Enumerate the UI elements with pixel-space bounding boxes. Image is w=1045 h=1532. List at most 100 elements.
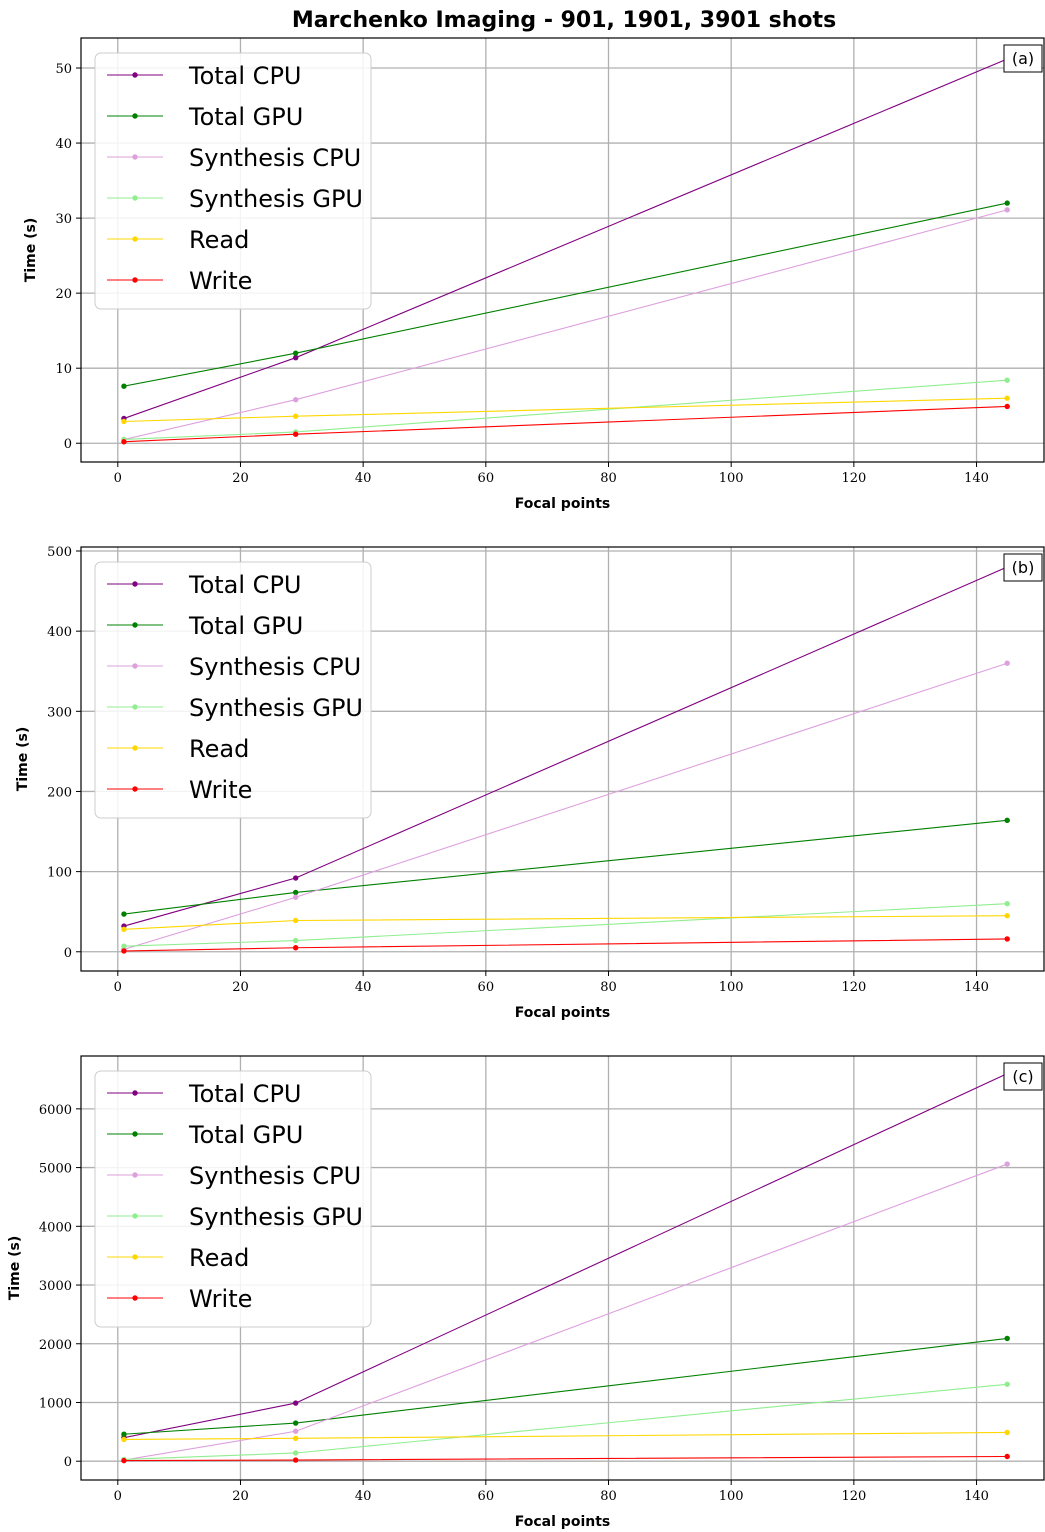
y-tick-label: 400 bbox=[47, 625, 72, 640]
legend-marker bbox=[132, 195, 137, 200]
data-point bbox=[1004, 396, 1009, 401]
x-tick-label: 0 bbox=[114, 980, 122, 995]
x-tick-label: 140 bbox=[964, 471, 989, 486]
x-tick-label: 140 bbox=[964, 980, 989, 995]
legend-marker bbox=[132, 113, 137, 118]
x-axis-label: Focal points bbox=[515, 1514, 610, 1530]
x-tick-label: 120 bbox=[841, 1489, 866, 1504]
data-point bbox=[293, 875, 298, 880]
legend-label: Total GPU bbox=[188, 1121, 303, 1149]
series-line-write bbox=[124, 406, 1007, 441]
data-point bbox=[121, 943, 126, 948]
data-point bbox=[1004, 661, 1009, 666]
data-point bbox=[1004, 1161, 1009, 1166]
legend: Total CPU Total GPU Synthesis CPU Synthesis… bbox=[95, 1071, 371, 1327]
y-axis-label: Time (s) bbox=[7, 1236, 23, 1300]
data-point bbox=[293, 1429, 298, 1434]
x-tick-label: 20 bbox=[232, 980, 249, 995]
legend-label: Synthesis GPU bbox=[189, 694, 363, 722]
series-line-total-gpu bbox=[124, 820, 1007, 914]
y-tick-label: 10 bbox=[55, 362, 72, 377]
x-tick-label: 100 bbox=[719, 1489, 744, 1504]
y-tick-label: 100 bbox=[47, 866, 72, 881]
legend: Total CPU Total GPU Synthesis CPU Synthesis… bbox=[95, 562, 371, 818]
y-axis-label: Time (s) bbox=[23, 218, 39, 282]
series-line-write bbox=[124, 939, 1007, 951]
y-tick-label: 5000 bbox=[39, 1162, 72, 1177]
x-tick-label: 100 bbox=[719, 471, 744, 486]
legend-marker bbox=[132, 277, 137, 282]
data-point bbox=[1004, 1454, 1009, 1459]
x-tick-label: 140 bbox=[964, 1489, 989, 1504]
x-tick-label: 20 bbox=[232, 1489, 249, 1504]
legend-marker bbox=[132, 1172, 137, 1177]
x-tick-label: 40 bbox=[355, 1489, 372, 1504]
x-axis-label: Focal points bbox=[515, 1005, 610, 1021]
y-tick-label: 300 bbox=[47, 705, 72, 720]
panel-tag: (b) bbox=[1012, 558, 1035, 577]
data-point bbox=[293, 1450, 298, 1455]
y-tick-label: 4000 bbox=[39, 1220, 72, 1235]
legend-label: Total CPU bbox=[188, 62, 301, 90]
x-tick-label: 20 bbox=[232, 471, 249, 486]
y-tick-label: 500 bbox=[47, 545, 72, 560]
chart-panel-a: 0 20 40 60 80 100 120 14001020304050Focal point… bbox=[23, 38, 1044, 512]
data-point bbox=[1004, 936, 1009, 941]
data-point bbox=[121, 419, 126, 424]
data-point bbox=[1004, 378, 1009, 383]
data-point bbox=[293, 890, 298, 895]
x-tick-label: 80 bbox=[600, 980, 617, 995]
legend-marker bbox=[132, 704, 137, 709]
y-tick-label: 200 bbox=[47, 785, 72, 800]
data-point bbox=[121, 384, 126, 389]
data-point bbox=[1004, 1382, 1009, 1387]
y-tick-label: 20 bbox=[55, 287, 72, 302]
data-point bbox=[1004, 404, 1009, 409]
x-tick-label: 60 bbox=[478, 1489, 495, 1504]
series-line-read bbox=[124, 1432, 1007, 1439]
legend-marker bbox=[132, 1295, 137, 1300]
y-tick-label: 3000 bbox=[39, 1279, 72, 1294]
x-tick-label: 60 bbox=[478, 471, 495, 486]
legend-marker bbox=[132, 154, 137, 159]
data-point bbox=[293, 918, 298, 923]
y-tick-label: 1000 bbox=[39, 1396, 72, 1411]
legend-label: Synthesis GPU bbox=[189, 185, 363, 213]
legend-label: Write bbox=[189, 776, 252, 804]
data-point bbox=[293, 1457, 298, 1462]
data-point bbox=[293, 895, 298, 900]
x-tick-label: 60 bbox=[478, 980, 495, 995]
legend-marker bbox=[132, 1213, 137, 1218]
y-tick-label: 6000 bbox=[39, 1103, 72, 1118]
data-point bbox=[1004, 207, 1009, 212]
series-line-read bbox=[124, 916, 1007, 930]
y-tick-label: 30 bbox=[55, 212, 72, 227]
data-point bbox=[293, 1420, 298, 1425]
data-point bbox=[121, 1431, 126, 1436]
x-tick-label: 0 bbox=[114, 471, 122, 486]
x-tick-label: 40 bbox=[355, 980, 372, 995]
legend-label: Write bbox=[189, 267, 252, 295]
legend-label: Total GPU bbox=[188, 103, 303, 131]
data-point bbox=[293, 1436, 298, 1441]
legend-label: Total CPU bbox=[188, 1080, 301, 1108]
data-point bbox=[293, 945, 298, 950]
legend-marker bbox=[132, 745, 137, 750]
legend-marker bbox=[132, 622, 137, 627]
y-tick-label: 0 bbox=[64, 437, 72, 452]
y-tick-label: 2000 bbox=[39, 1338, 72, 1353]
data-point bbox=[121, 911, 126, 916]
series-line-total-gpu bbox=[124, 1338, 1007, 1434]
x-tick-label: 80 bbox=[600, 471, 617, 486]
legend-label: Read bbox=[189, 735, 249, 763]
data-point bbox=[1004, 200, 1009, 205]
data-point bbox=[293, 397, 298, 402]
data-point bbox=[121, 439, 126, 444]
data-point bbox=[121, 1437, 126, 1442]
legend-label: Read bbox=[189, 226, 249, 254]
data-point bbox=[293, 1400, 298, 1405]
y-tick-label: 0 bbox=[64, 946, 72, 961]
data-point bbox=[121, 927, 126, 932]
legend-marker bbox=[132, 1254, 137, 1259]
